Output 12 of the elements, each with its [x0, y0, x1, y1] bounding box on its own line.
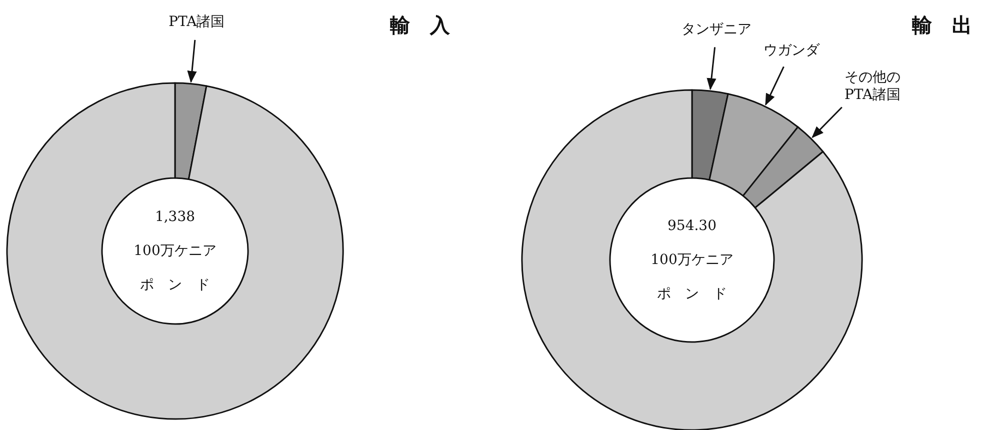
slice-label: ウガンダ — [763, 42, 820, 58]
text: 100万ケニア — [650, 252, 734, 268]
text: 輸 出 — [911, 13, 972, 37]
text: 100万ケニア — [134, 243, 216, 259]
text: ポ ン ド — [657, 286, 727, 302]
slice-label: その他の PTA諸国 — [844, 69, 901, 103]
text: 1,338 — [154, 209, 196, 225]
slice-label: PTA諸国 — [168, 14, 225, 30]
text: 954.30 — [668, 218, 716, 234]
slice-label: タンザニア — [682, 21, 752, 38]
text: 輸 入 — [389, 13, 451, 37]
text: ポ ン ド — [140, 277, 210, 293]
